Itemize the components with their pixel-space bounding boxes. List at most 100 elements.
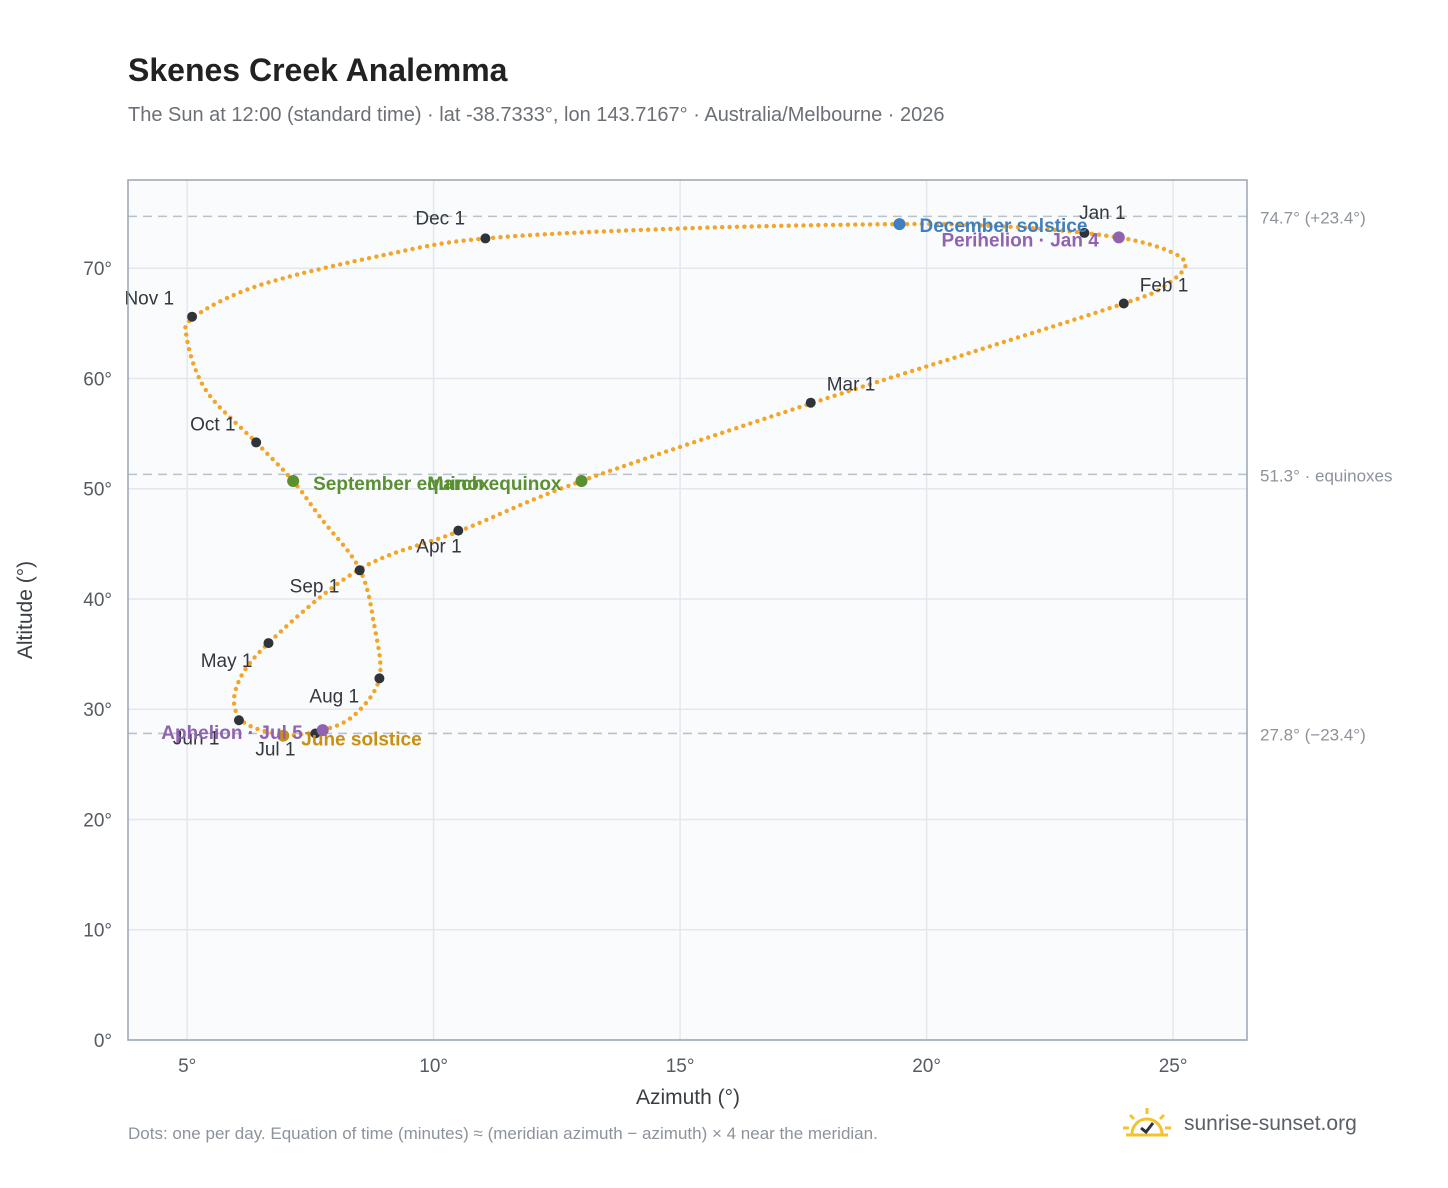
daily-sun-dot: [601, 229, 607, 234]
daily-sun-dot: [373, 631, 378, 636]
daily-sun-dot: [196, 374, 201, 380]
event-label: March equinox: [427, 474, 562, 495]
daily-sun-dot: [552, 488, 557, 494]
daily-sun-dot: [973, 348, 978, 354]
daily-sun-dot: [255, 726, 260, 732]
daily-sun-dot: [594, 229, 599, 234]
daily-sun-dot: [839, 391, 844, 396]
daily-sun-dot: [188, 354, 194, 359]
daily-sun-dot: [559, 486, 564, 491]
event-label: June solstice: [301, 730, 421, 751]
daily-sun-dot: [299, 732, 304, 737]
daily-sun-dot: [697, 225, 703, 231]
brand-logo[interactable]: sunrise-sunset.org: [1120, 1104, 1357, 1144]
chart-subtitle: The Sun at 12:00 (standard time) · lat -…: [128, 104, 945, 126]
daily-sun-dot: [294, 272, 300, 277]
daily-sun-dot: [504, 508, 509, 514]
daily-sun-dot: [904, 221, 910, 227]
daily-sun-dot: [443, 534, 448, 539]
daily-sun-dot: [233, 686, 239, 692]
month-label: Dec 1: [415, 208, 465, 229]
daily-sun-dot: [631, 228, 636, 233]
daily-sun-dot: [881, 377, 887, 383]
daily-sun-dot: [1142, 294, 1147, 299]
daily-sun-dot: [867, 382, 872, 387]
daily-sun-dot: [381, 252, 386, 258]
daily-sun-dot: [353, 711, 358, 717]
month-label: Jun 1: [173, 728, 219, 749]
daily-sun-dot: [538, 494, 543, 499]
daily-sun-dot: [424, 243, 430, 249]
daily-sun-dot: [769, 414, 774, 419]
y-tick-label: 40°: [83, 590, 112, 611]
daily-sun-dot: [366, 562, 371, 567]
daily-sun-dot: [368, 695, 373, 700]
daily-sun-dot: [727, 428, 732, 433]
daily-sun-dot: [832, 393, 837, 398]
daily-sun-dot: [882, 222, 888, 227]
daily-sun-dot: [463, 526, 469, 531]
daily-sun-dot: [341, 720, 346, 725]
daily-sun-dot: [340, 542, 346, 547]
daily-sun-dot: [302, 270, 307, 275]
daily-sun-dot: [321, 519, 327, 525]
daily-sun-dot: [1051, 324, 1056, 329]
daily-sun-dot: [245, 287, 250, 292]
daily-sun-dot: [1096, 232, 1102, 237]
daily-sun-dot: [1067, 229, 1072, 234]
daily-sun-dot: [269, 730, 274, 735]
daily-sun-dot: [1015, 225, 1021, 230]
daily-sun-dot: [239, 673, 244, 678]
daily-sun-dot: [1168, 279, 1173, 285]
daily-sun-dot: [793, 223, 799, 228]
daily-sun-dot: [252, 284, 257, 290]
daily-sun-dot: [1072, 317, 1077, 322]
daily-sun-dot: [677, 444, 683, 450]
daily-sun-dot: [741, 423, 746, 428]
daily-sun-dot: [212, 399, 217, 404]
daily-sun-dot: [1175, 252, 1180, 258]
daily-sun-dot: [470, 523, 475, 528]
daily-sun-dot: [1058, 321, 1063, 327]
month-label: Apr 1: [416, 537, 461, 558]
daily-sun-dot: [454, 239, 459, 244]
daily-sun-dot: [748, 421, 753, 426]
daily-sun-dot: [964, 222, 969, 227]
daily-sun-dot: [265, 451, 270, 456]
daily-sun-dot: [323, 590, 328, 595]
daily-sun-dot: [228, 415, 233, 420]
daily-sun-dot: [924, 364, 929, 369]
daily-sun-dot: [436, 536, 441, 541]
daily-sun-dot: [476, 236, 481, 242]
daily-sun-dot: [300, 609, 306, 614]
y-tick-label: 30°: [83, 700, 112, 721]
daily-sun-dot: [295, 614, 300, 619]
daily-sun-dot: [183, 325, 188, 330]
daily-sun-dot: [1029, 330, 1035, 336]
daily-sun-dot: [670, 447, 676, 452]
daily-sun-dot: [374, 254, 379, 259]
daily-sun-dot: [635, 459, 641, 464]
daily-sun-dot: [1093, 310, 1098, 315]
event-label: September equinox: [313, 474, 490, 495]
daily-sun-dot: [720, 225, 725, 230]
daily-sun-dot: [238, 425, 244, 430]
plot-frame: [127, 179, 1248, 1041]
month-label: Oct 1: [190, 414, 235, 435]
daily-sun-dot: [1001, 339, 1007, 345]
month-label: Aug 1: [309, 686, 359, 707]
daily-sun-dot: [549, 231, 555, 237]
event-label: Perihelion · Jan 4: [942, 230, 1100, 251]
daily-sun-dot: [291, 732, 296, 738]
daily-sun-dot: [1079, 315, 1084, 320]
event-marker: [1112, 231, 1125, 244]
daily-sun-dot: [910, 368, 915, 374]
daily-sun-dot: [1126, 237, 1131, 242]
daily-sun-dot: [370, 616, 376, 622]
daily-sun-dot: [579, 230, 584, 235]
daily-sun-dot: [186, 347, 192, 352]
daily-sun-dot: [1037, 226, 1043, 231]
daily-sun-dot: [498, 235, 503, 240]
daily-sun-dot: [1030, 226, 1036, 231]
daily-sun-dot: [875, 222, 880, 227]
